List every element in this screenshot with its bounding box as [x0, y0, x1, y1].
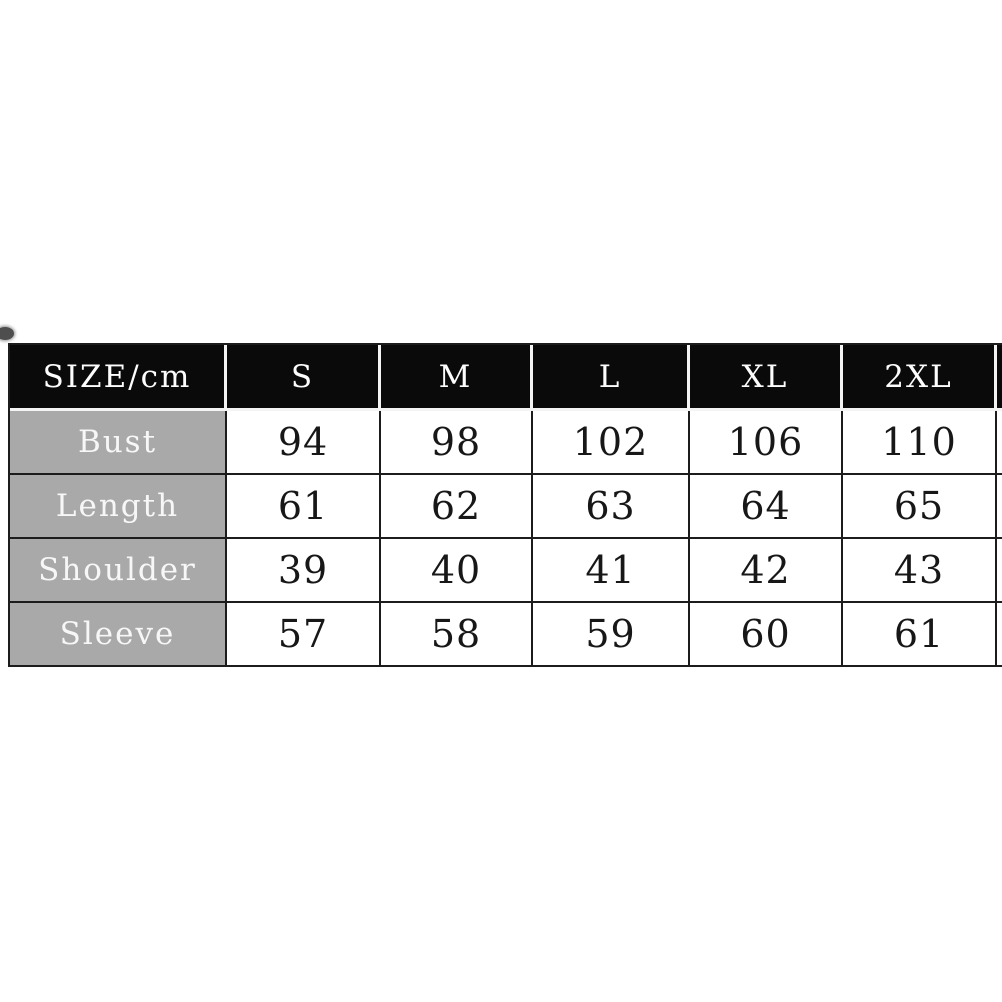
value-cell-sleeve-l: 59	[533, 603, 690, 667]
image-artifact-speck	[0, 327, 14, 340]
value-cell-sleeve-2xl: 61	[843, 603, 997, 667]
value-cell-length-m: 62	[381, 475, 533, 539]
value-cell-shoulder-xl: 42	[690, 539, 843, 603]
header-cell-size-l: L	[533, 345, 690, 411]
value-cell-sleeve-m: 58	[381, 603, 533, 667]
row-label-shoulder: Shoulder	[10, 539, 227, 603]
table-grid: SIZE/cm S M L XL 2XL Bust 94 98 102 106 …	[10, 345, 1002, 667]
table-row-length: Length 61 62 63 64 65	[10, 475, 1002, 539]
value-cell-length-l: 63	[533, 475, 690, 539]
header-cell-partial-cutoff	[997, 345, 1002, 411]
value-cell-bust-2xl: 110	[843, 411, 997, 475]
value-cell-bust-xl: 106	[690, 411, 843, 475]
value-cell-partial-cutoff	[997, 603, 1002, 667]
header-cell-size-xl: XL	[690, 345, 843, 411]
value-cell-sleeve-xl: 60	[690, 603, 843, 667]
value-cell-shoulder-2xl: 43	[843, 539, 997, 603]
row-label-length: Length	[10, 475, 227, 539]
value-cell-length-xl: 64	[690, 475, 843, 539]
size-chart-table: SIZE/cm S M L XL 2XL Bust 94 98 102 106 …	[8, 343, 1002, 667]
value-cell-partial-cutoff	[997, 539, 1002, 603]
header-cell-size-s: S	[227, 345, 381, 411]
value-cell-sleeve-s: 57	[227, 603, 381, 667]
header-cell-size-unit: SIZE/cm	[10, 345, 227, 411]
row-label-sleeve: Sleeve	[10, 603, 227, 667]
header-cell-size-2xl: 2XL	[843, 345, 997, 411]
value-cell-bust-l: 102	[533, 411, 690, 475]
value-cell-partial-cutoff	[997, 411, 1002, 475]
value-cell-length-2xl: 65	[843, 475, 997, 539]
table-header-row: SIZE/cm S M L XL 2XL	[10, 345, 1002, 411]
value-cell-shoulder-m: 40	[381, 539, 533, 603]
header-cell-size-m: M	[381, 345, 533, 411]
table-row-bust: Bust 94 98 102 106 110	[10, 411, 1002, 475]
row-label-bust: Bust	[10, 411, 227, 475]
value-cell-shoulder-s: 39	[227, 539, 381, 603]
table-row-shoulder: Shoulder 39 40 41 42 43	[10, 539, 1002, 603]
value-cell-shoulder-l: 41	[533, 539, 690, 603]
value-cell-length-s: 61	[227, 475, 381, 539]
value-cell-partial-cutoff	[997, 475, 1002, 539]
value-cell-bust-m: 98	[381, 411, 533, 475]
value-cell-bust-s: 94	[227, 411, 381, 475]
table-row-sleeve: Sleeve 57 58 59 60 61	[10, 603, 1002, 667]
